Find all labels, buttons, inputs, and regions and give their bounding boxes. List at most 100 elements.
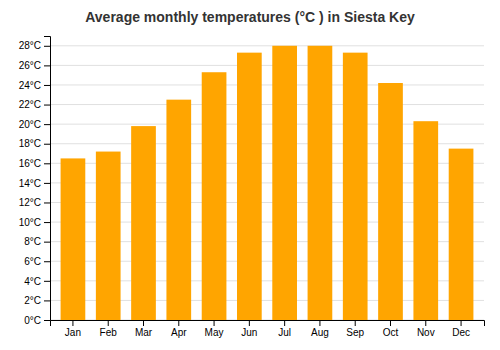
x-tick-mark bbox=[249, 320, 250, 326]
y-tick-mark bbox=[44, 222, 50, 223]
grid bbox=[50, 46, 484, 320]
grid-line bbox=[50, 84, 484, 85]
bar bbox=[202, 72, 227, 320]
y-tick-label: 14°C bbox=[19, 178, 41, 189]
x-tick: Feb bbox=[100, 320, 118, 338]
y-tick: 26°C bbox=[19, 60, 50, 71]
bar bbox=[131, 126, 156, 320]
y-tick: 12°C bbox=[19, 197, 50, 208]
y-tick: 22°C bbox=[19, 99, 50, 110]
y-tick-label: 24°C bbox=[19, 80, 41, 91]
y-tick: 6°C bbox=[24, 256, 50, 267]
x-tick-label: Jul bbox=[278, 327, 291, 338]
x-tick-label: Oct bbox=[383, 327, 399, 338]
title: Average monthly temperatures (°C ) in Si… bbox=[85, 9, 415, 25]
y-tick-label: 0°C bbox=[24, 315, 41, 326]
y-tick-mark bbox=[44, 281, 50, 282]
y-tick-label: 8°C bbox=[24, 236, 41, 247]
y-tick: 14°C bbox=[19, 178, 50, 189]
y-tick-mark bbox=[44, 144, 50, 145]
x-tick-label: Mar bbox=[135, 327, 153, 338]
x-tick-mark bbox=[143, 320, 144, 326]
y-tick: 8°C bbox=[24, 236, 50, 247]
x-tick-label: May bbox=[205, 327, 224, 338]
bar bbox=[378, 83, 403, 320]
y-tick: 10°C bbox=[19, 217, 50, 228]
x-tick: Aug bbox=[311, 320, 329, 338]
y-tick-label: 10°C bbox=[19, 217, 41, 228]
y-tick-label: 18°C bbox=[19, 138, 41, 149]
x-tick-label: Jun bbox=[241, 327, 257, 338]
y-tick: 28°C bbox=[19, 40, 50, 51]
y-tick: 18°C bbox=[19, 138, 50, 149]
y-tick: 0°C bbox=[24, 315, 50, 326]
x-tick-mark bbox=[284, 320, 285, 326]
grid-line bbox=[50, 104, 484, 105]
x-tick-label: Aug bbox=[311, 327, 329, 338]
x-tick: Jun bbox=[241, 320, 257, 338]
y-tick-mark bbox=[44, 85, 50, 86]
plot: Jan Feb Mar Apr May Jun Jul Aug Sep Oct Nov Dec 0°C 2… bbox=[19, 37, 485, 339]
y-tick-label: 2°C bbox=[24, 295, 41, 306]
bar bbox=[449, 149, 474, 320]
x-tick-mark bbox=[108, 320, 109, 326]
x-tick-mark bbox=[72, 320, 73, 326]
y-tick-label: 6°C bbox=[24, 256, 41, 267]
bar bbox=[308, 46, 333, 320]
x-axis: Jan Feb Mar Apr May Jun Jul Aug Sep Oct Nov Dec bbox=[51, 320, 485, 338]
y-tick-mark bbox=[44, 183, 50, 184]
x-tick-mark bbox=[355, 320, 356, 326]
y-tick-label: 4°C bbox=[24, 276, 41, 287]
y-tick-mark bbox=[44, 65, 50, 66]
y-tick-mark bbox=[44, 105, 50, 106]
y-tick: 20°C bbox=[19, 119, 50, 130]
x-tick-label: Sep bbox=[346, 327, 364, 338]
y-tick: 24°C bbox=[19, 80, 50, 91]
grid-line bbox=[50, 65, 484, 66]
x-tick-mark bbox=[390, 320, 391, 326]
y-axis-line bbox=[44, 37, 51, 321]
y-tick-mark bbox=[44, 46, 50, 47]
y-tick-mark bbox=[44, 202, 50, 203]
y-tick-mark bbox=[44, 300, 50, 301]
x-tick-label: Apr bbox=[171, 327, 187, 338]
x-tick-label: Feb bbox=[100, 327, 118, 338]
x-tick: Nov bbox=[417, 320, 435, 338]
y-tick-mark bbox=[44, 261, 50, 262]
grid-line bbox=[50, 45, 484, 46]
y-tick-mark bbox=[44, 124, 50, 125]
x-tick: May bbox=[205, 320, 224, 338]
x-tick: Apr bbox=[171, 320, 187, 338]
x-tick-mark bbox=[461, 320, 462, 326]
y-tick-label: 26°C bbox=[19, 60, 41, 71]
x-tick-mark bbox=[319, 320, 320, 326]
bar bbox=[343, 53, 368, 320]
x-tick-label: Nov bbox=[417, 327, 435, 338]
y-tick: 16°C bbox=[19, 158, 50, 169]
y-tick-label: 20°C bbox=[19, 119, 41, 130]
chart: Average monthly temperatures (°C ) in Si… bbox=[0, 0, 500, 350]
y-tick-label: 22°C bbox=[19, 99, 41, 110]
bars bbox=[61, 46, 474, 320]
x-tick-label: Dec bbox=[452, 327, 470, 338]
y-tick-label: 28°C bbox=[19, 40, 41, 51]
x-tick: Oct bbox=[383, 320, 399, 338]
y-tick-mark bbox=[44, 163, 50, 164]
y-tick-label: 12°C bbox=[19, 197, 41, 208]
x-tick-mark bbox=[214, 320, 215, 326]
bar bbox=[61, 158, 86, 320]
y-axis: 0°C 2°C 4°C 6°C 8°C 10°C 12°C 14°C 16°C 18°C 20°C 2… bbox=[19, 37, 51, 326]
y-tick: 2°C bbox=[24, 295, 50, 306]
x-tick-mark bbox=[178, 320, 179, 326]
bar bbox=[96, 152, 121, 320]
x-tick: Jul bbox=[278, 320, 291, 338]
bar bbox=[413, 121, 438, 320]
x-tick: Jan bbox=[65, 320, 81, 338]
x-tick: Sep bbox=[346, 320, 364, 338]
y-tick-mark bbox=[44, 242, 50, 243]
y-tick-label: 16°C bbox=[19, 158, 41, 169]
bar bbox=[237, 53, 262, 320]
bar bbox=[166, 100, 191, 320]
x-tick: Mar bbox=[135, 320, 153, 338]
x-axis-line bbox=[51, 321, 485, 327]
